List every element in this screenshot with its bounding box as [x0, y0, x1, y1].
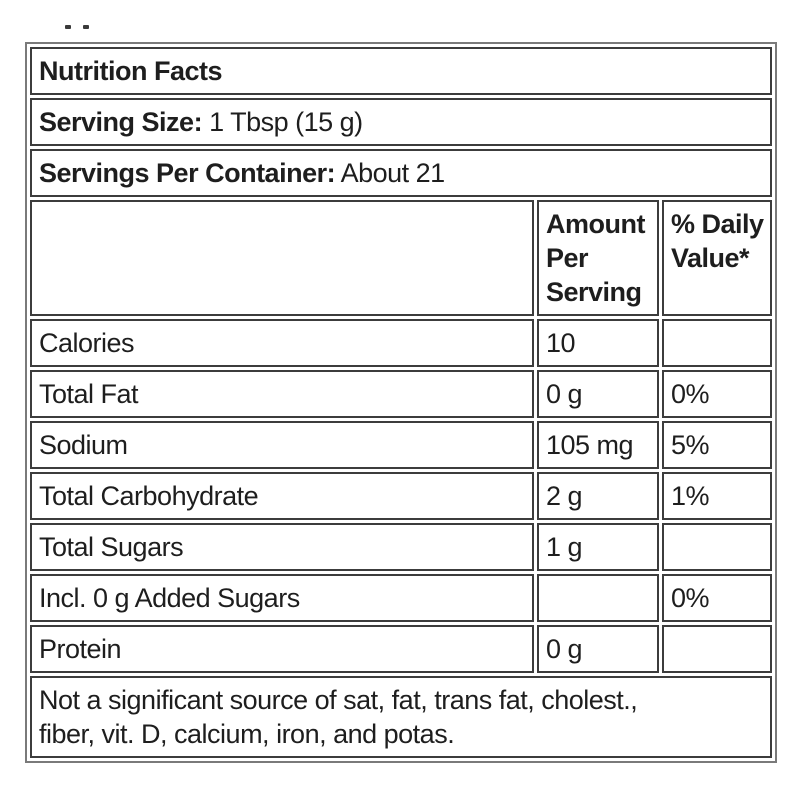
amount-column-header: Amount Per Serving — [537, 200, 659, 316]
nutrient-row-protein: Protein 0 g — [30, 625, 773, 673]
nutrient-name-cell: Protein — [30, 625, 534, 673]
nutrient-row-total-sugars: Total Sugars 1 g — [30, 523, 773, 571]
empty-header-cell — [30, 200, 534, 316]
daily-value-cell: 1% — [662, 472, 773, 520]
amount-cell: 105 mg — [537, 421, 659, 469]
nutrient-name-cell: Incl. 0 g Added Sugars — [30, 574, 534, 622]
nutrient-name-cell: Total Fat — [30, 370, 534, 418]
serving-size-label: Serving Size: — [39, 107, 203, 137]
stray-mark-icon — [65, 25, 71, 29]
amount-cell: 2 g — [537, 472, 659, 520]
servings-per-container-row: Servings Per Container: About 21 — [30, 149, 773, 197]
servings-per-container-label: Servings Per Container: — [39, 158, 336, 188]
amount-cell: 10 — [537, 319, 659, 367]
footnote-line-1: Not a significant source of sat, fat, tr… — [39, 685, 638, 715]
daily-value-cell — [662, 319, 773, 367]
daily-value-cell — [662, 523, 773, 571]
daily-value-cell: 0% — [662, 370, 773, 418]
servings-per-container-cell: Servings Per Container: About 21 — [30, 149, 773, 197]
nutrient-name-cell: Total Sugars — [30, 523, 534, 571]
nutrient-row-added-sugars: Incl. 0 g Added Sugars 0% — [30, 574, 773, 622]
serving-size-value: 1 Tbsp (15 g) — [209, 107, 363, 137]
amount-cell — [537, 574, 659, 622]
nutrient-name-cell: Calories — [30, 319, 534, 367]
nutrient-row-calories: Calories 10 — [30, 319, 773, 367]
serving-size-cell: Serving Size: 1 Tbsp (15 g) — [30, 98, 773, 146]
amount-cell: 0 g — [537, 370, 659, 418]
daily-value-column-header: % Daily Value* — [662, 200, 773, 316]
nutrient-row-sodium: Sodium 105 mg 5% — [30, 421, 773, 469]
footnote-line-2: fiber, vit. D, calcium, iron, and potas. — [39, 719, 455, 749]
daily-value-cell — [662, 625, 773, 673]
daily-value-cell: 0% — [662, 574, 773, 622]
stray-mark-icon — [83, 25, 89, 29]
serving-size-row: Serving Size: 1 Tbsp (15 g) — [30, 98, 773, 146]
daily-value-cell: 5% — [662, 421, 773, 469]
column-header-row: Amount Per Serving % Daily Value* — [30, 200, 773, 316]
nutrient-name-cell: Sodium — [30, 421, 534, 469]
nutrient-row-total-carbohydrate: Total Carbohydrate 2 g 1% — [30, 472, 773, 520]
servings-per-container-value: About 21 — [340, 158, 446, 188]
amount-cell: 1 g — [537, 523, 659, 571]
table-title: Nutrition Facts — [30, 47, 773, 95]
nutrient-row-total-fat: Total Fat 0 g 0% — [30, 370, 773, 418]
amount-cell: 0 g — [537, 625, 659, 673]
nutrient-name-cell: Total Carbohydrate — [30, 472, 534, 520]
footnote-cell: Not a significant source of sat, fat, tr… — [30, 676, 773, 758]
footnote-row: Not a significant source of sat, fat, tr… — [30, 676, 773, 758]
nutrition-facts-table: Nutrition Facts Serving Size: 1 Tbsp (15… — [25, 42, 778, 763]
title-row: Nutrition Facts — [30, 47, 773, 95]
